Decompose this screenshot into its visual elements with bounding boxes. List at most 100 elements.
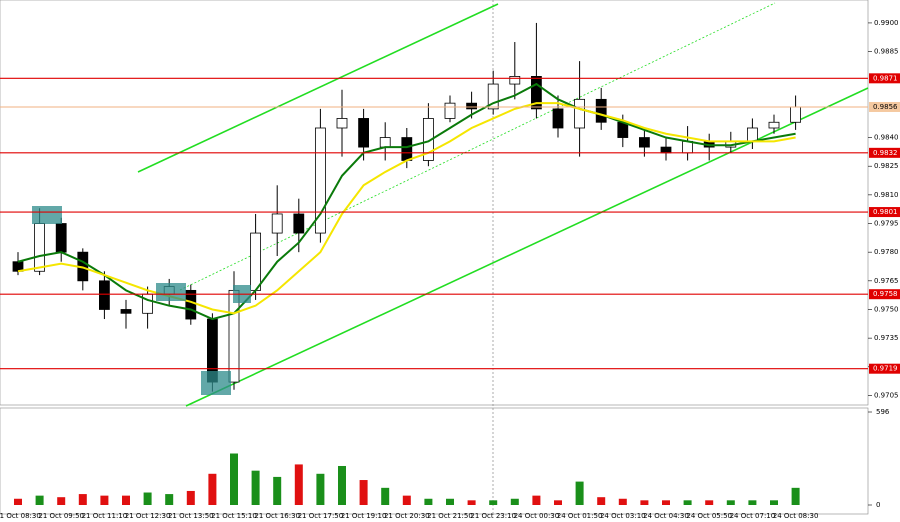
level-label: 0.9871 bbox=[873, 74, 898, 82]
candle-body bbox=[314, 127, 326, 234]
candle-body bbox=[595, 98, 607, 123]
volume-bar bbox=[510, 498, 519, 505]
volume-bar bbox=[251, 470, 260, 505]
y-tick-label: 0.9810 bbox=[874, 191, 899, 199]
candle-body bbox=[293, 213, 305, 234]
candle-body bbox=[552, 108, 564, 129]
level-label: 0.9758 bbox=[873, 290, 898, 298]
volume-bar bbox=[338, 465, 346, 505]
volume-tick-label: 596 bbox=[876, 408, 890, 416]
highlight-box bbox=[156, 283, 186, 301]
y-tick-label: 0.9885 bbox=[874, 48, 899, 56]
volume-bar bbox=[640, 500, 649, 505]
volume-bar bbox=[424, 498, 433, 505]
candle-body bbox=[142, 293, 154, 314]
volume-bar bbox=[683, 500, 692, 505]
candle-body bbox=[790, 106, 801, 123]
candle-body bbox=[509, 76, 521, 85]
level-tag bbox=[869, 73, 900, 84]
candle-body bbox=[574, 98, 585, 129]
candle-body bbox=[639, 137, 650, 148]
volume-bar bbox=[618, 498, 627, 505]
volume-bar bbox=[467, 500, 476, 505]
channel-line bbox=[137, 3, 499, 173]
candle-body bbox=[358, 118, 370, 148]
level-label: 0.9801 bbox=[873, 208, 898, 216]
level-label: 0.9719 bbox=[873, 365, 898, 373]
candle-body bbox=[379, 137, 391, 148]
x-tick-label: 24 Oct 07:10 bbox=[730, 512, 776, 520]
volume-bar bbox=[208, 473, 217, 505]
moving-average bbox=[17, 102, 796, 315]
x-tick-label: 24 Oct 03:10 bbox=[600, 512, 646, 520]
y-tick-label: 0.9825 bbox=[874, 162, 899, 170]
candle-body bbox=[660, 146, 672, 154]
x-tick-label: 21 Oct 09:50 bbox=[38, 512, 84, 520]
candle-body bbox=[185, 289, 197, 320]
volume-bar bbox=[381, 487, 390, 505]
x-tick-label: 21 Oct 19:10 bbox=[341, 512, 387, 520]
x-tick-label: 24 Oct 05:50 bbox=[686, 512, 732, 520]
volume-bar bbox=[294, 464, 303, 505]
volume-bar bbox=[359, 480, 368, 505]
current-price-label: 0.9856 bbox=[873, 103, 898, 111]
volume-bar bbox=[446, 498, 454, 505]
candle-body bbox=[250, 232, 262, 291]
volume-bar bbox=[14, 498, 22, 505]
candle-body bbox=[466, 102, 478, 110]
candle-body bbox=[99, 280, 110, 310]
volume-bar bbox=[273, 476, 282, 505]
volume-bar bbox=[122, 495, 130, 505]
moving-average bbox=[17, 82, 796, 321]
x-tick-label: 24 Oct 08:30 bbox=[773, 512, 819, 520]
x-tick-label: 21 Oct 08:30 bbox=[0, 512, 41, 520]
level-label: 0.9832 bbox=[873, 149, 898, 157]
candle-body bbox=[747, 127, 758, 142]
x-tick-label: 21 Oct 15:10 bbox=[211, 512, 257, 520]
y-tick-label: 0.9735 bbox=[874, 334, 899, 342]
x-tick-label: 21 Oct 17:50 bbox=[298, 512, 344, 520]
candle-body bbox=[336, 118, 348, 129]
volume-bar bbox=[100, 495, 109, 505]
volume-bar bbox=[554, 500, 562, 505]
x-tick-label: 21 Oct 21:50 bbox=[427, 512, 473, 520]
y-tick-label: 0.9840 bbox=[874, 134, 899, 142]
volume-bar bbox=[143, 492, 152, 505]
volume-bar bbox=[748, 500, 757, 505]
volume-bar bbox=[165, 494, 174, 505]
volume-bar bbox=[770, 500, 778, 505]
x-tick-label: 21 Oct 16:30 bbox=[254, 512, 300, 520]
candle-body bbox=[34, 223, 45, 272]
volume-tick-label: 0 bbox=[876, 501, 880, 509]
volume-bar bbox=[597, 497, 606, 505]
level-tag bbox=[869, 289, 900, 300]
volume-bar bbox=[489, 500, 498, 505]
marks bbox=[12, 22, 801, 505]
x-tick-label: 21 Oct 20:30 bbox=[384, 512, 430, 520]
volume-bar bbox=[662, 500, 670, 505]
y-tick-label: 0.9705 bbox=[874, 391, 899, 399]
candle-body bbox=[682, 140, 693, 154]
y-tick-label: 0.9780 bbox=[874, 248, 899, 256]
candle-body bbox=[487, 83, 499, 110]
candle-body bbox=[120, 309, 132, 314]
y-tick-label: 0.9900 bbox=[874, 19, 899, 27]
candle-body bbox=[531, 76, 542, 110]
highlight-box bbox=[32, 206, 62, 224]
x-tick-label: 24 Oct 00:30 bbox=[514, 512, 560, 520]
volume-bar bbox=[35, 495, 44, 505]
x-tick-label: 21 Oct 23:10 bbox=[470, 512, 516, 520]
x-tick-label: 21 Oct 13:50 bbox=[168, 512, 214, 520]
volume-bar bbox=[402, 495, 411, 505]
price-panel bbox=[0, 0, 869, 406]
highlight-box bbox=[201, 371, 231, 395]
y-tick-label: 0.9765 bbox=[874, 277, 899, 285]
volume-bar bbox=[791, 487, 800, 505]
y-tick-label: 0.9750 bbox=[874, 305, 899, 313]
candle-body bbox=[55, 223, 67, 253]
x-tick-label: 24 Oct 01:50 bbox=[557, 512, 603, 520]
volume-bar bbox=[726, 500, 735, 505]
current-price-tag bbox=[869, 101, 900, 112]
candle-body bbox=[444, 102, 456, 119]
